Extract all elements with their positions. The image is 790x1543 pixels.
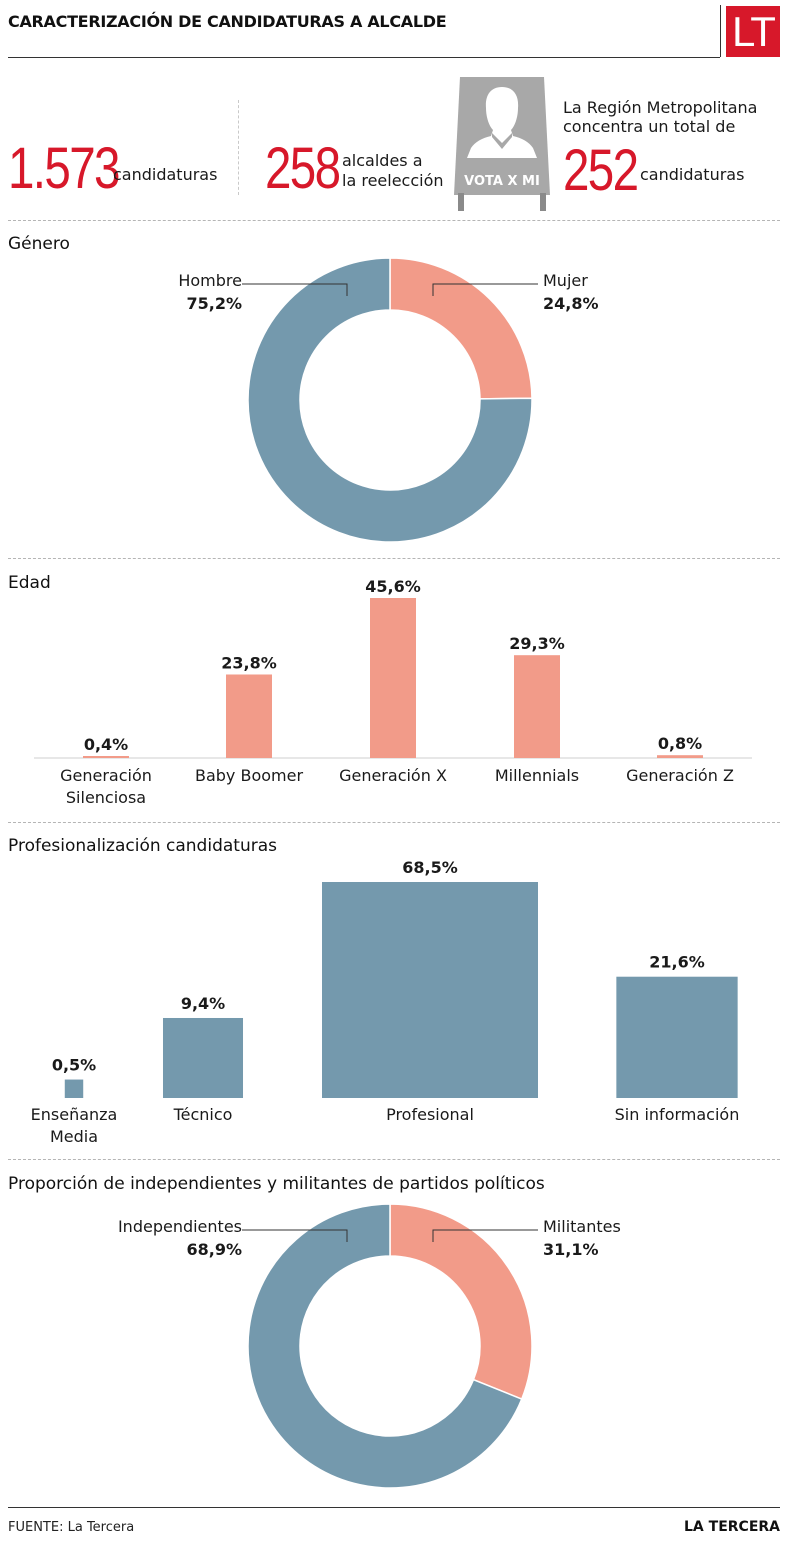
proporcion-label: Militantes <box>543 1217 621 1236</box>
proporcion-label: Independientes <box>118 1217 242 1236</box>
edad-bar <box>514 655 560 758</box>
proporcion-value-label: 68,9% <box>186 1240 242 1259</box>
stat-region-note-2: concentra un total de <box>563 117 736 136</box>
profesionalizacion-category-label: Enseñanza <box>31 1105 118 1124</box>
profesionalizacion-category-label: Técnico <box>173 1105 233 1124</box>
genero-donut-chart: Hombre 75,2% Mujer 24,8% <box>178 257 599 543</box>
profesionalizacion-bar <box>64 1079 84 1098</box>
section-title-genero: Género <box>8 234 70 254</box>
edad-bar <box>83 756 129 758</box>
stat-reelection-number: 258 <box>265 136 341 201</box>
proporcion-donut-chart: Independientes 68,9% Militantes 31,1% <box>118 1203 621 1489</box>
edad-bar-chart: 0,4% Generación Silenciosa 23,8% Baby Boomer… <box>34 580 752 807</box>
genero-slice-hombre <box>247 257 533 543</box>
section-divider <box>8 1159 780 1160</box>
genero-label: Hombre <box>178 271 242 290</box>
genero-value-label: 24,8% <box>543 294 599 313</box>
edad-category-label: Generación <box>60 766 152 785</box>
header-corner-rule <box>720 5 721 57</box>
profesionalizacion-bar <box>322 882 538 1098</box>
section-title-edad: Edad <box>8 573 51 593</box>
footer-brand: LA TERCERA <box>684 1519 780 1535</box>
profesionalizacion-square-chart: 0,5% Enseñanza Media 9,4% Técnico 68,5% Profes… <box>31 858 740 1146</box>
edad-value-label: 0,4% <box>84 735 128 754</box>
profesionalizacion-value-label: 9,4% <box>181 994 225 1013</box>
genero-label: Mujer <box>543 271 588 290</box>
stat-reelection-label-2: la reelección <box>342 171 444 190</box>
profesionalizacion-value-label: 0,5% <box>52 1056 96 1075</box>
header-rule <box>8 57 720 58</box>
stat-region-label: candidaturas <box>640 165 745 184</box>
edad-bar <box>657 755 703 758</box>
profesionalizacion-category-label: Sin información <box>615 1105 740 1124</box>
genero-slice-mujer <box>389 257 533 400</box>
stat-total-number: 1.573 <box>8 136 120 201</box>
section-divider <box>8 822 780 823</box>
edad-category-label: Baby Boomer <box>195 766 303 785</box>
page-title: CARACTERIZACIÓN DE CANDIDATURAS A ALCALD… <box>8 12 447 31</box>
section-title-proporcion: Proporción de independientes y militante… <box>8 1174 545 1194</box>
proporcion-slice-independientes <box>247 1203 523 1489</box>
edad-bar <box>226 674 272 758</box>
stat-region-number: 252 <box>563 138 639 203</box>
edad-bar <box>370 598 416 758</box>
section-divider <box>8 558 780 559</box>
edad-category-label: Generación X <box>339 766 447 785</box>
edad-value-label: 23,8% <box>221 653 277 672</box>
edad-category-label: Silenciosa <box>66 788 146 807</box>
profesionalizacion-value-label: 21,6% <box>649 953 705 972</box>
proporcion-value-label: 31,1% <box>543 1240 599 1259</box>
stat-separator <box>238 100 239 195</box>
profesionalizacion-value-label: 68,5% <box>402 858 458 877</box>
edad-value-label: 29,3% <box>509 634 565 653</box>
edad-value-label: 45,6% <box>365 580 421 596</box>
ballot-sign-woman-icon: VOTA X MI <box>454 77 550 211</box>
genero-leader-line <box>242 283 348 296</box>
genero-leader-line <box>432 283 538 296</box>
stat-region-note-1: La Región Metropolitana <box>563 98 758 117</box>
proporcion-leader-line <box>432 1229 538 1242</box>
stat-reelection-label-1: alcaldes a <box>342 151 423 170</box>
profesionalizacion-bar <box>616 976 738 1098</box>
profesionalizacion-bar <box>162 1017 244 1098</box>
section-divider <box>8 220 780 221</box>
edad-category-label: Generación Z <box>626 766 734 785</box>
profesionalizacion-category-label: Profesional <box>386 1105 474 1124</box>
proporcion-slice-militantes <box>389 1203 533 1401</box>
stat-total-label: candidaturas <box>113 165 218 184</box>
ballot-sign-text: VOTA X MI <box>464 174 540 189</box>
proporcion-leader-line <box>242 1229 348 1242</box>
section-title-profesionalizacion: Profesionalización candidaturas <box>8 836 277 856</box>
genero-value-label: 75,2% <box>186 294 242 313</box>
profesionalizacion-category-label: Media <box>50 1127 98 1146</box>
footer-source: FUENTE: La Tercera <box>8 1520 135 1535</box>
la-tercera-logo: LT <box>726 6 780 57</box>
footer-rule <box>8 1507 780 1508</box>
edad-value-label: 0,8% <box>658 734 702 753</box>
edad-category-label: Millennials <box>495 766 579 785</box>
